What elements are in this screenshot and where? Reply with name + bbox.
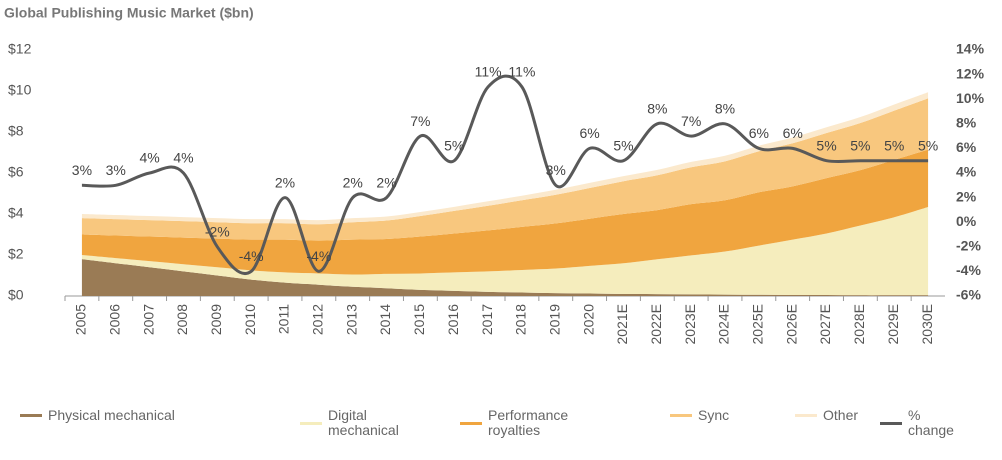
x-tick-label: 2030E — [919, 304, 935, 344]
x-tick-label: 2006 — [106, 304, 122, 335]
data-label: 5% — [918, 137, 938, 153]
x-tick-label: 2018 — [513, 304, 529, 335]
data-label: 6% — [749, 125, 769, 141]
data-label: 8% — [647, 101, 667, 117]
data-label: 5% — [884, 137, 904, 153]
x-tick-label: 2025E — [750, 304, 766, 344]
data-label: -4% — [239, 248, 264, 264]
x-tick-label: 2029E — [885, 304, 901, 344]
y2-tick-label: -4% — [956, 262, 981, 278]
legend-item: Physical mechanical — [20, 408, 175, 423]
x-tick-label: 2011 — [276, 304, 292, 334]
y2-tick-label: 2% — [956, 188, 977, 204]
legend-swatch — [460, 421, 482, 425]
data-label: 8% — [715, 101, 735, 117]
legend-swatch — [795, 414, 817, 417]
y2-tick-label: -2% — [956, 238, 981, 254]
legend-item: Other — [795, 408, 858, 423]
data-label: -4% — [306, 248, 331, 264]
x-tick-label: 2021E — [614, 304, 630, 344]
x-tick-label: 2005 — [73, 304, 89, 335]
area — [81, 259, 929, 296]
x-tick-label: 2017 — [479, 304, 495, 335]
x-tick-label: 2015 — [411, 304, 427, 335]
x-tick-label: 2026E — [783, 304, 799, 344]
data-label: 7% — [681, 113, 701, 129]
y2-tick-label: 10% — [956, 90, 985, 106]
area — [81, 207, 929, 296]
y2-tick-label: 4% — [956, 164, 977, 180]
y2-tick-label: 12% — [956, 65, 985, 81]
data-label: 6% — [579, 125, 599, 141]
data-label: 6% — [783, 125, 803, 141]
x-tick-label: 2027E — [817, 304, 833, 344]
data-label: 4% — [173, 150, 193, 166]
legend-item: % change — [880, 408, 968, 438]
data-label: 3% — [546, 162, 566, 178]
data-label: -2% — [205, 224, 230, 240]
legend-label: Sync — [698, 407, 730, 423]
data-label: 2% — [376, 174, 396, 190]
legend-swatch — [880, 421, 902, 425]
x-tick-label: 2013 — [343, 304, 359, 335]
legend-swatch — [20, 414, 42, 417]
y-tick-label: $0 — [8, 287, 24, 303]
legend-item: Sync — [670, 408, 729, 423]
area — [81, 98, 929, 241]
x-tick-label: 2014 — [377, 304, 393, 335]
legend-swatch — [670, 414, 692, 417]
legend-item: Digital mechanical — [300, 408, 418, 438]
x-tick-label: 2012 — [310, 304, 326, 335]
data-label: 5% — [613, 137, 633, 153]
y-tick-label: $2 — [8, 246, 24, 262]
legend-item: Performance royalties — [460, 408, 578, 438]
legend-label: Physical mechanical — [48, 407, 175, 423]
legend-label: Performance royalties — [488, 407, 569, 438]
x-tick-label: 2019 — [546, 304, 562, 335]
x-tick-label: 2009 — [208, 304, 224, 335]
data-label: 11% — [508, 64, 535, 80]
x-tick-label: 2010 — [242, 304, 258, 335]
y-tick-label: $4 — [8, 205, 24, 221]
data-label: 7% — [410, 113, 430, 129]
legend-label: % change — [908, 407, 954, 438]
x-tick-label: 2024E — [716, 304, 732, 344]
data-label: 2% — [343, 174, 363, 190]
legend-label: Other — [823, 407, 859, 423]
x-tick-label: 2007 — [140, 304, 156, 335]
data-label: 11% — [475, 64, 502, 80]
legend-swatch — [300, 421, 322, 425]
data-label: 2% — [275, 174, 295, 190]
y2-tick-label: 8% — [956, 115, 977, 131]
x-tick-label: 2020 — [580, 304, 596, 335]
y2-tick-label: -6% — [956, 287, 981, 303]
x-tick-label: 2016 — [445, 304, 461, 335]
chart: Global Publishing Music Market ($bn) $0 $… — [4, 5, 985, 345]
x-tick-label: 2028E — [851, 304, 867, 344]
data-label: 5% — [816, 137, 836, 153]
data-label: 4% — [139, 150, 159, 166]
data-label: 5% — [444, 137, 464, 153]
legend-label: Digital mechanical — [328, 407, 399, 438]
data-label: 5% — [850, 137, 870, 153]
y2-tick-label: 0% — [956, 213, 977, 229]
line — [81, 74, 929, 275]
x-tick-label: 2023E — [682, 304, 698, 344]
y-tick-label: $10 — [8, 82, 32, 98]
y2-tick-label: 6% — [956, 139, 977, 155]
data-label: 3% — [72, 162, 92, 178]
data-label: 3% — [106, 162, 126, 178]
y-tick-label: $12 — [8, 41, 32, 57]
chart-title: Global Publishing Music Market ($bn) — [4, 5, 254, 21]
y2-tick-label: 14% — [956, 41, 985, 57]
legend: Physical mechanical Digital mechanical Per… — [0, 408, 1002, 458]
x-tick-label: 2008 — [174, 304, 190, 335]
x-tick-label: 2022E — [648, 304, 664, 344]
y-tick-label: $8 — [8, 123, 24, 139]
y-tick-label: $6 — [8, 164, 24, 180]
area — [81, 149, 929, 275]
